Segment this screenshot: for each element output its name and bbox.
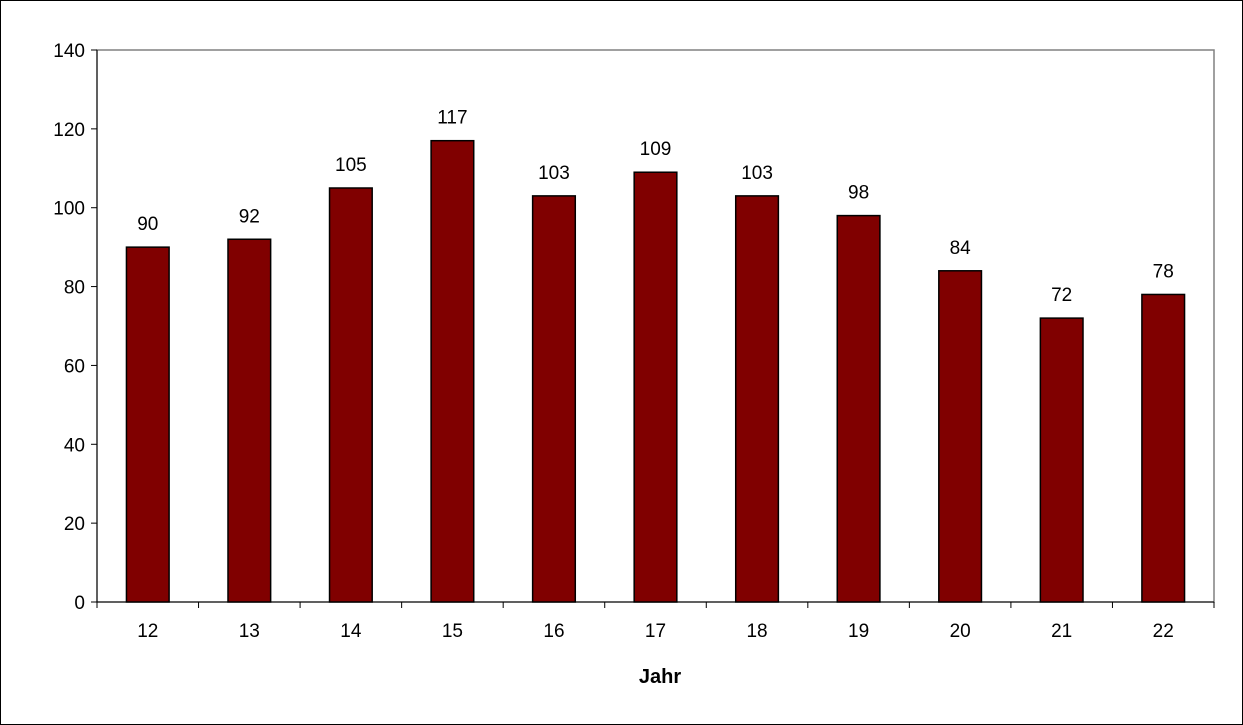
y-tick-label: 100 (53, 199, 85, 220)
bar-value-label: 105 (335, 155, 367, 176)
y-axis-ticks: 0 20 40 60 80 100 120 140 (53, 41, 97, 614)
x-tick-label: 18 (746, 621, 767, 642)
y-tick-label: 40 (64, 435, 85, 456)
data-labels-group: 90 92 105 117 103 109 103 98 84 72 78 (137, 108, 1174, 306)
x-tick-label: 21 (1051, 621, 1072, 642)
bar (836, 214, 881, 603)
bar-value-label: 117 (437, 108, 467, 129)
bar (125, 246, 170, 603)
bar (531, 195, 577, 603)
x-tick-label: 19 (848, 621, 869, 642)
x-tick-label: 13 (239, 621, 260, 642)
bar-value-label: 90 (137, 214, 158, 235)
y-tick-label: 20 (64, 514, 85, 535)
x-axis-title: Jahr (639, 666, 681, 688)
bar-value-label: 92 (239, 206, 260, 227)
bar (1039, 317, 1084, 603)
bar (734, 195, 780, 603)
bar-value-label: 84 (950, 238, 972, 259)
x-tick-label: 16 (543, 621, 564, 642)
y-tick-label: 120 (53, 120, 85, 141)
x-tick-label: 15 (442, 621, 463, 642)
bar (328, 187, 373, 603)
y-tick-label: 140 (53, 41, 85, 62)
x-tick-label: 17 (645, 621, 666, 642)
bar (633, 171, 678, 603)
y-tick-label: 80 (64, 278, 85, 299)
bar-value-label: 103 (538, 163, 570, 184)
x-axis-ticks: 12 13 14 15 16 17 18 19 20 21 22 (96, 602, 1215, 642)
bar-value-label: 72 (1051, 285, 1072, 306)
bar (938, 270, 983, 603)
bars-group (125, 139, 1186, 603)
bar-value-label: 109 (640, 139, 672, 160)
x-tick-label: 22 (1153, 621, 1174, 642)
y-tick-label: 60 (64, 356, 85, 377)
bar (227, 238, 272, 603)
x-tick-label: 12 (137, 621, 158, 642)
bar-value-label: 103 (741, 163, 773, 184)
x-tick-label: 20 (950, 621, 971, 642)
bar (1141, 293, 1186, 603)
y-tick-label: 0 (74, 593, 85, 614)
bar-value-label: 98 (848, 183, 869, 204)
bar-value-label: 78 (1153, 261, 1174, 282)
bar (430, 139, 475, 603)
x-tick-label: 14 (340, 621, 362, 642)
